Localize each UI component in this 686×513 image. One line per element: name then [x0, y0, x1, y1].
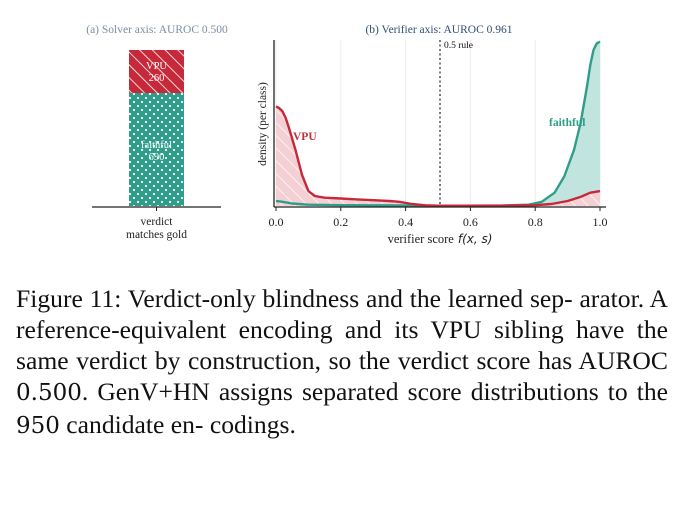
caption-line-5b: candidate en- — [59, 410, 204, 439]
bar-label-faithful-name: faithful — [141, 140, 172, 151]
x-tick-label-2: 0.4 — [398, 215, 413, 229]
caption-line-4a: verdict score has AUROC — [397, 346, 668, 375]
bar-label-vpu-name: VPU — [146, 61, 167, 72]
caption-line-4b: . GenV+HN assigns — [81, 377, 293, 406]
density-area-vpu — [276, 106, 600, 206]
panel-b: (b) Verifier axis: AUROC 0.961 0.5 rule … — [257, 24, 608, 246]
figure-caption: Figure 11: Verdict-only blindness and th… — [16, 283, 668, 442]
density-area-faithful — [276, 41, 600, 207]
bar-label-faithful-count: 690 — [149, 152, 165, 163]
bar-faithful — [129, 93, 184, 206]
series-label-faithful: faithful — [549, 117, 585, 129]
caption-line-5a: separated score distributions to the — [301, 377, 668, 406]
caption-line-6: codings. — [209, 410, 296, 439]
caption-candidate-count: 950 — [16, 413, 60, 439]
panel-a-title: (a) Solver axis: AUROC 0.500 — [86, 24, 228, 36]
caption-line-1: Figure 11: Verdict-only blindness and th… — [16, 284, 573, 313]
panel-a-xlabel-line1: verdict — [141, 216, 174, 228]
bar-label-vpu-count: 260 — [149, 73, 165, 84]
panel-a-xlabel-line2: matches gold — [126, 229, 187, 241]
caption-line-3: sibling have the same verdict by constru… — [16, 315, 669, 375]
x-tick-label-3: 0.6 — [463, 215, 478, 229]
panel-b-xlabel-math: f(x, s) — [458, 232, 493, 246]
x-tick-label-1: 0.2 — [333, 215, 348, 229]
panel-b-ylabel: density (per class) — [257, 82, 269, 166]
bar-vpu — [129, 50, 184, 93]
x-tick-label-5: 1.0 — [593, 215, 608, 229]
x-tick-label-0: 0.0 — [269, 215, 284, 229]
panel-b-x-ticks: 0.0 0.2 0.4 0.6 0.8 1.0 — [269, 207, 608, 229]
x-tick-label-4: 0.8 — [528, 215, 543, 229]
panel-b-xlabel-text: verifier score — [388, 232, 455, 246]
figure: (a) Solver axis: AUROC 0.500 VPU 260 fai… — [86, 24, 608, 246]
panel-b-xlabel: verifier score f(x, s) — [388, 232, 493, 246]
panel-a: (a) Solver axis: AUROC 0.500 VPU 260 fai… — [86, 24, 228, 241]
density-line-vpu — [275, 105, 601, 207]
caption-line-2: arator. A reference-equivalent encoding … — [16, 284, 668, 344]
panel-b-density-areas — [275, 40, 601, 207]
series-label-vpu: VPU — [293, 131, 317, 143]
caption-auroc-value: 0.500 — [16, 380, 82, 406]
panel-b-title: (b) Verifier axis: AUROC 0.961 — [365, 24, 512, 36]
rule-label: 0.5 rule — [444, 41, 473, 51]
